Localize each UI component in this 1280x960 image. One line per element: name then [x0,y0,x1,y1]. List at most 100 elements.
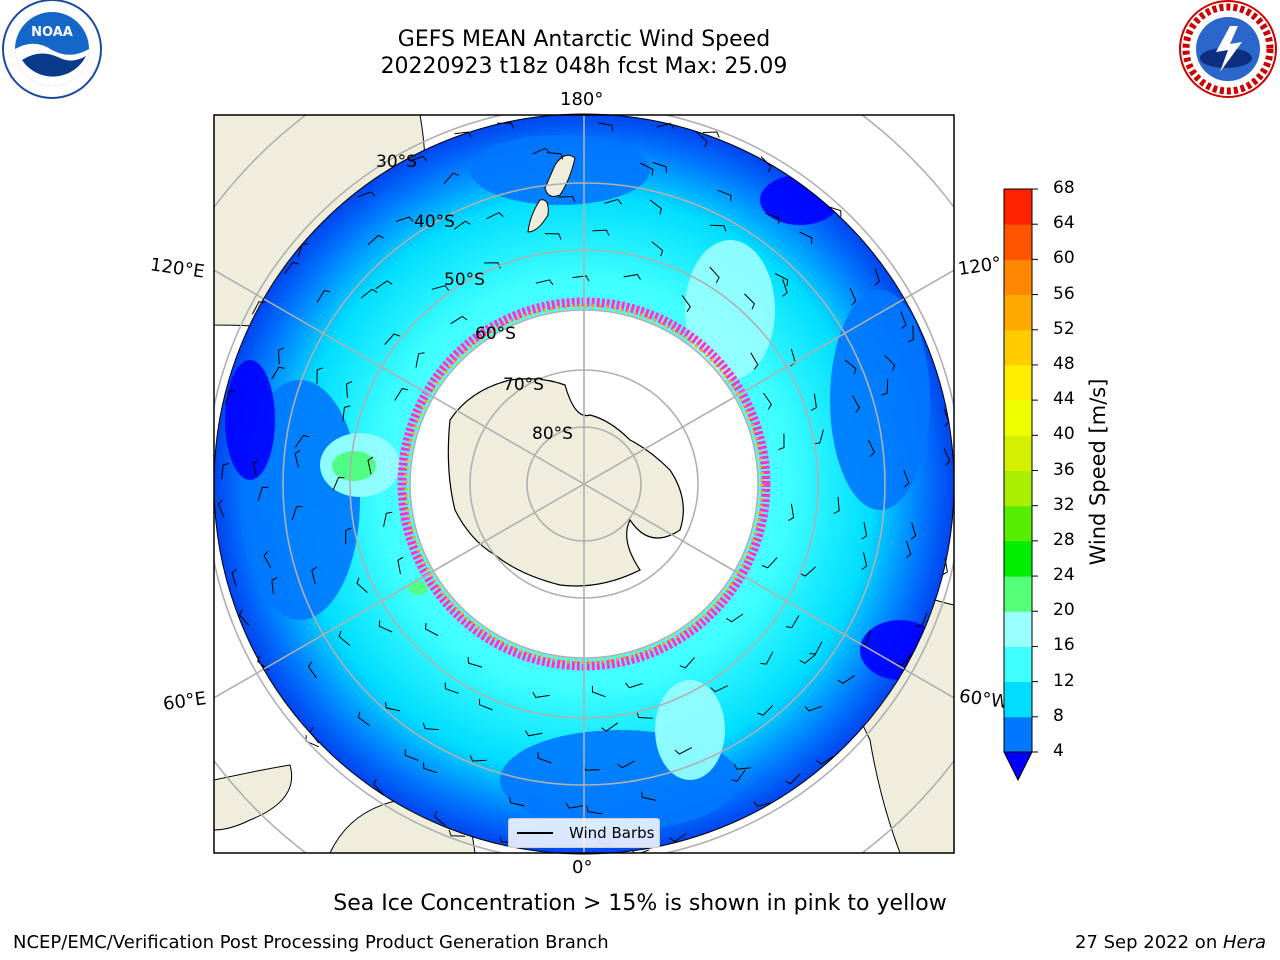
wind-barb [744,293,755,310]
wind-barb [774,273,789,287]
wind-barb [625,682,643,689]
wind-barb [601,722,619,732]
wind-barb [404,749,419,761]
wind-barb [546,152,564,160]
wind-barb [788,503,795,522]
wind-barb [367,234,384,246]
colorbar-segment [1004,611,1032,647]
wind-barb [373,778,384,795]
lat-label-40s: 40°S [414,212,455,232]
wind-barb [422,722,440,731]
colorbar-tick-label: 68 [1053,178,1075,198]
wind-barb [448,829,466,837]
wind-barb [395,216,414,222]
wind-barb [760,651,774,665]
colorbar-tick-label: 8 [1053,705,1064,726]
lat-label-60s: 60°S [475,324,516,344]
chart-title: GEFS MEAN Antarctic Wind Speed [397,27,771,52]
wind-barb [535,279,554,286]
wind-barb [424,623,439,636]
wind-barb [651,241,664,257]
colorbar-segment [1004,294,1032,331]
colorbar-segment [1004,435,1032,471]
wind-barb [592,229,610,236]
wind-barb [641,791,657,801]
wind-barb [733,763,752,770]
wind-barb [338,630,351,646]
wind-barb [852,395,861,413]
wind-barb [378,620,393,633]
colorbar-tick-label: 24 [1053,565,1075,586]
wind-barb [750,352,759,370]
wind-barb [916,612,928,627]
wind-barb [532,691,550,698]
chart-subtitle: 20220923 t18z 048h fcst Max: 25.09 [380,54,788,79]
wind-barb [544,233,562,240]
wind-barb [799,231,813,244]
wind-barb [238,609,250,626]
wind-barb [307,661,318,679]
wind-barb [726,613,744,623]
wind-barb [810,393,817,411]
wind-barb [597,122,614,132]
wind-barb [271,577,278,595]
wind-barb [731,769,746,782]
wind-barb [453,220,471,230]
wind-barb [709,224,727,232]
wind-barb [277,347,285,365]
wind-barb [342,405,351,422]
wind-barb [785,615,800,629]
colorbar-tick-label: 32 [1053,494,1075,515]
wind-barb [760,156,772,173]
wind-barb [357,191,376,198]
wind-barb [360,288,378,299]
colorbar-tick-label: 4 [1053,741,1064,761]
colorbar-title: Wind Speed [m/s] [1086,378,1110,566]
wind-barb [757,704,774,716]
wind-barb [252,459,259,478]
lat-label-30s: 30°S [376,152,417,172]
colorbar-segment [1004,576,1032,612]
noaa-logo-icon: NOAA [2,0,102,99]
colorbar-tick-label: 40 [1053,424,1075,445]
wind-barb [316,367,323,384]
colorbar-tick-label: 52 [1053,318,1075,339]
colorbar-tick-label: 60 [1053,248,1075,269]
wind-barb [604,198,622,205]
wind-barb [905,540,912,559]
wind-barb [251,301,265,315]
wind-barb [763,392,773,410]
wind-barb [849,287,857,306]
lat-label-70s: 70°S [503,375,544,395]
wind-barb [861,552,868,570]
wind-barb [765,212,780,225]
footer-date: 27 Sep 2022 on Hera [1075,932,1266,953]
wind-barb [345,381,353,399]
wind-barb [443,172,459,185]
wind-barb [217,499,225,518]
wind-barb [617,760,635,769]
wind-barb [679,656,696,669]
colorbar-segment [1004,259,1032,296]
colorbar-segment [1004,646,1032,683]
wind-barb [696,131,708,148]
lat-label-50s: 50°S [444,270,485,290]
wind-barb [881,379,889,396]
wind-barb [674,747,693,755]
wind-barb [294,449,301,468]
wind-barb [231,568,238,587]
wind-barb [224,390,236,405]
colorbar-segment [1004,716,1032,753]
colorbar-tick-label: 20 [1053,600,1075,621]
wind-barb [669,833,687,843]
wind-barb [450,315,468,325]
colorbar-segment [1004,224,1032,260]
wind-barb [295,434,310,448]
colorbar-segment [1004,540,1032,577]
colorbar-tick-label: 44 [1053,389,1075,410]
nws-logo-icon [1179,0,1277,98]
lon-label-0: 0° [572,857,593,878]
wind-barb [785,772,801,785]
wind-barb [537,752,552,764]
colorbar-segment [1004,189,1032,225]
